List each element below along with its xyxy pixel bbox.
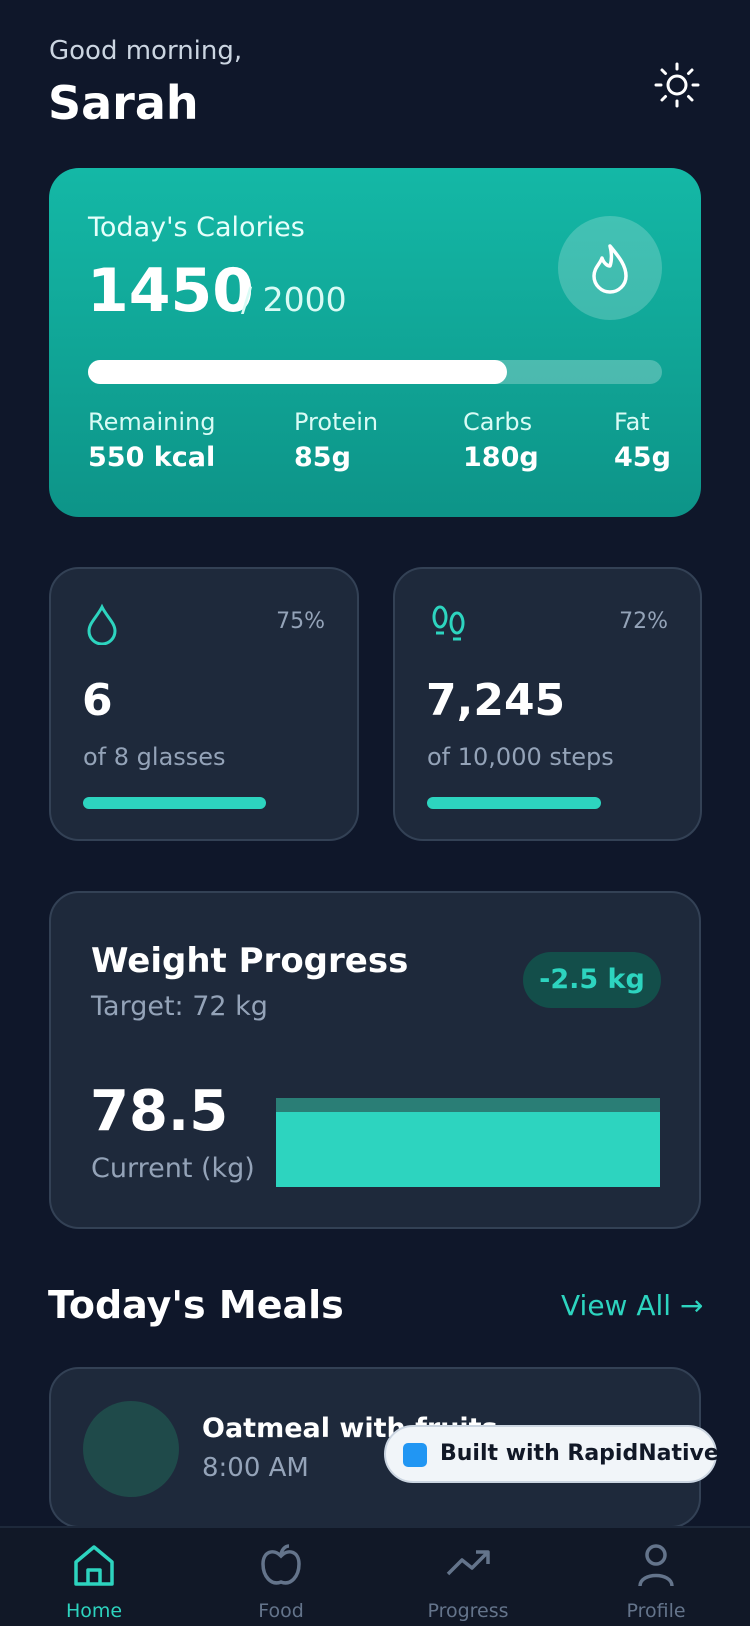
calories-card: Today's Calories 1450 / 2000 Remaining 5… bbox=[49, 168, 701, 517]
steps-percent: 72% bbox=[619, 609, 668, 634]
theme-toggle[interactable] bbox=[654, 62, 700, 108]
stat-value: 180g bbox=[463, 442, 539, 473]
water-icon bbox=[87, 603, 117, 645]
weight-target: Target: 72 kg bbox=[91, 991, 268, 1022]
meal-image bbox=[83, 1401, 179, 1497]
fire-icon bbox=[558, 216, 662, 320]
nav-label[interactable]: Home bbox=[65, 1600, 123, 1622]
calories-goal: / 2000 bbox=[241, 280, 347, 319]
weight-change: -2.5 kg bbox=[523, 952, 661, 1008]
user-name: Sarah bbox=[48, 76, 199, 130]
calories-progress bbox=[88, 360, 507, 384]
steps-value: 7,245 bbox=[426, 675, 566, 726]
weight-card: Weight Progress Target: 72 kg -2.5 kg 78… bbox=[49, 891, 701, 1229]
calories-title: Today's Calories bbox=[88, 212, 305, 243]
water-caption: of 8 glasses bbox=[83, 743, 226, 771]
nav-label[interactable]: Profile bbox=[626, 1600, 686, 1622]
badge[interactable]: Built with RapidNative bbox=[384, 1425, 719, 1483]
steps-progress bbox=[427, 797, 601, 809]
stat-label: Remaining bbox=[88, 408, 216, 436]
greeting: Good morning, bbox=[49, 36, 243, 66]
stat-value: 550 kcal bbox=[88, 442, 216, 473]
weight-current: 78.5 bbox=[90, 1079, 229, 1144]
steps-icon bbox=[432, 605, 465, 641]
badge-logo bbox=[403, 1443, 427, 1467]
stat-label: Fat bbox=[614, 408, 650, 436]
water-card: 75% 6 of 8 glasses bbox=[49, 567, 359, 841]
meals-title: Today's Meals bbox=[48, 1283, 344, 1327]
weight-chart-current bbox=[276, 1112, 660, 1187]
nav-label[interactable]: Progress bbox=[427, 1600, 509, 1622]
stat-value: 85g bbox=[294, 442, 351, 473]
stat-value: 45g bbox=[614, 442, 671, 473]
nav-label[interactable]: Food bbox=[258, 1600, 304, 1622]
view-all-label[interactable]: View All bbox=[561, 1289, 672, 1322]
bottom-nav: Home Food Progress Profile bbox=[0, 1526, 750, 1626]
meal-time: 8:00 AM bbox=[202, 1453, 309, 1483]
stat-label: Protein bbox=[294, 408, 379, 436]
weight-current-label: Current (kg) bbox=[91, 1153, 255, 1184]
weight-title: Weight Progress bbox=[91, 941, 409, 981]
stat-label: Carbs bbox=[463, 408, 533, 436]
water-value: 6 bbox=[82, 675, 113, 726]
water-progress bbox=[83, 797, 266, 809]
view-all[interactable]: View All → bbox=[561, 1289, 704, 1322]
weight-chart-target bbox=[276, 1098, 660, 1112]
steps-card: 72% 7,245 of 10,000 steps bbox=[393, 567, 702, 841]
water-percent: 75% bbox=[276, 609, 325, 634]
badge-text: Built with RapidNative bbox=[440, 1441, 719, 1466]
steps-caption: of 10,000 steps bbox=[427, 743, 614, 771]
calories-consumed: 1450 bbox=[87, 256, 254, 326]
